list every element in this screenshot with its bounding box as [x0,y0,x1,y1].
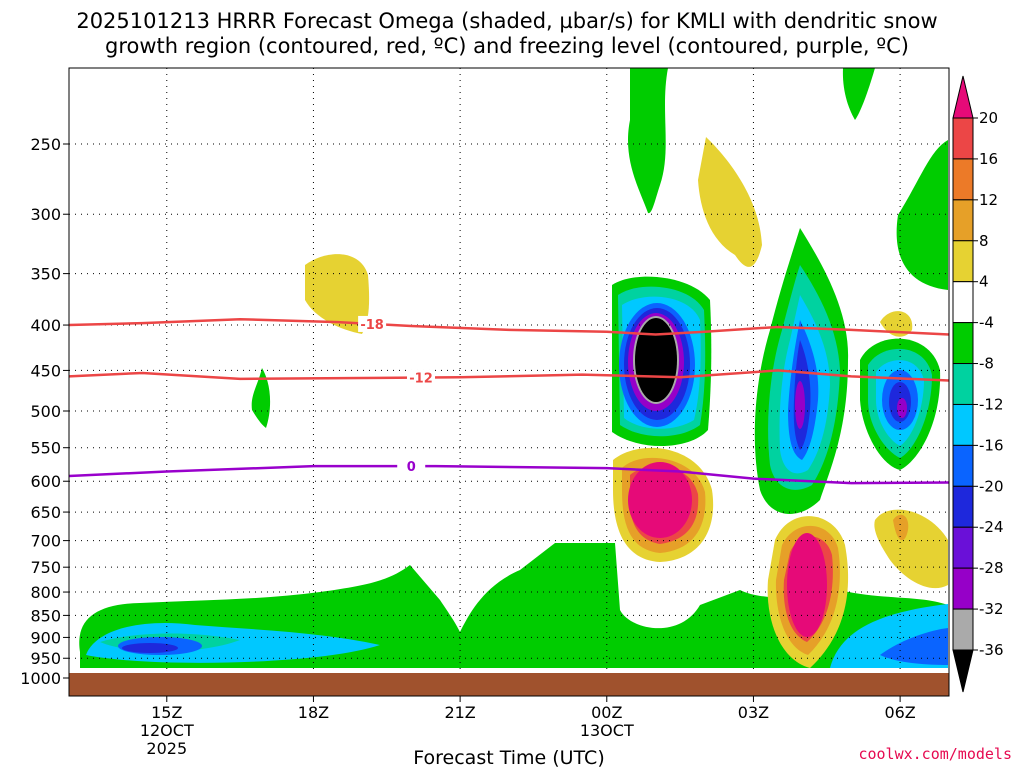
colorbar-label-5: -4 [979,314,994,332]
colorbar-label-9: -20 [979,477,1004,495]
omega-region-upper-green-right [896,140,948,290]
contour-label-dgz-18: -18 [360,318,384,333]
omega-region-yellow-4 [874,509,948,589]
omega-region-yellow-2 [698,137,762,267]
colorbar-segment-9 [952,485,974,528]
omega-region-upper-green-1 [627,68,668,214]
y-axis-pressure: 250 300 350 400 450 500 550 600 650 700 750 800 850 9… [20,135,69,688]
y-tick-label-550: 550 [30,439,61,458]
colorbar-segment-2 [952,199,974,242]
temperature-contours: -18 -12 0 [68,315,950,485]
chart-title-line-1: 2025101213 HRRR Forecast Omega (shaded, … [76,9,937,33]
colorbar-label-8: -16 [979,436,1004,454]
colorbar-label-10: -24 [979,518,1004,536]
colorbar-label-7: -12 [979,395,1004,413]
colorbar-segment-4 [952,281,974,324]
y-tick-label-450: 450 [30,361,61,380]
colorbar-segment-0 [952,117,974,160]
y-tick-label-250: 250 [30,135,61,154]
omega-colorbar: 20 16 12 8 4 -4 -8 -12 -16 -20 -24 -28 -32 -36 [952,75,1004,693]
colorbar-label-13: -36 [979,641,1004,659]
colorbar-label-6: -8 [979,355,994,373]
omega-region-descent-2-magenta [787,533,827,637]
omega-region-upper-green-small [251,368,271,428]
omega-region-yellow-3 [880,311,913,337]
y-tick-label-500: 500 [30,402,61,421]
omega-region-lowlevel-darkblue [122,643,178,653]
omega-region-core-black [635,318,677,402]
colorbar-segment-8 [952,444,974,487]
colorbar-label-1: 16 [979,150,998,168]
colorbar-segment-7 [952,403,974,446]
y-tick-label-400: 400 [30,316,61,335]
x-tick-label-15-0: 15Z [151,703,182,722]
omega-region-right-lowlevel-blue [880,628,948,665]
colorbar-label-2: 12 [979,191,998,209]
colorbar-segment-10 [952,526,974,569]
omega-region-descent-1-magenta [628,462,692,538]
contour-label-bg-dgz-12 [407,369,435,386]
colorbar-label-3: 8 [979,232,989,250]
colorbar-segment-5 [952,322,974,365]
contour-freezing-0 [68,464,950,485]
contour-label-bg-freezing-0 [397,458,426,475]
y-tick-label-950: 950 [30,649,61,668]
colorbar-segment-11 [952,567,974,610]
contour-dgz-18 [68,317,950,336]
y-tick-label-1000: 1000 [20,669,61,688]
colorbar-label-12: -32 [979,600,1004,618]
colorbar-top-arrow [952,75,974,119]
x-tick-label-27-0: 03Z [738,703,769,722]
omega-shading [79,68,948,668]
colorbar-bottom-arrow [952,649,974,693]
y-tick-label-900: 900 [30,628,61,647]
x-tick-label-15-1: 12OCT [140,721,194,740]
colorbar-segment-1 [952,158,974,201]
x-tick-label-15-2: 2025 [146,739,187,758]
colorbar-segment-3 [952,240,974,283]
colorbar-label-0: 20 [979,109,998,127]
x-tick-label-24-0: 00Z [591,703,622,722]
y-tick-label-300: 300 [30,205,61,224]
y-tick-label-750: 750 [30,558,61,577]
omega-region-plume-purple [795,381,805,429]
chart-title-line-2: growth region (contoured, red, ºC) and f… [105,34,909,58]
contour-dgz-12 [68,369,950,382]
colorbar-label-4: 4 [979,273,989,291]
colorbar-segment-12 [952,608,974,651]
y-tick-label-600: 600 [30,472,61,491]
omega-region-upper-green-2 [842,68,875,120]
colorbar-label-11: -28 [979,559,1004,577]
credit-link[interactable]: coolwx.com/models [858,745,1012,763]
plot-frame [68,67,950,697]
omega-region-yellow-4-orange [893,514,909,541]
y-tick-label-350: 350 [30,265,61,284]
x-tick-label-30-0: 06Z [884,703,915,722]
y-tick-label-850: 850 [30,606,61,625]
contour-label-bg-dgz-18 [358,315,387,332]
ground-below-surface [69,673,949,696]
colorbar-segment-6 [952,363,974,405]
y-tick-label-650: 650 [30,503,61,522]
x-tick-label-21-0: 21Z [444,703,475,722]
x-tick-label-18-0: 18Z [298,703,329,722]
omega-region-right-purple [897,398,907,418]
x-tick-label-24-1: 13OCT [580,721,634,740]
contour-label-freezing-0: 0 [407,460,416,475]
x-axis-title: Forecast Time (UTC) [413,747,604,768]
contour-label-dgz-12: -12 [409,372,433,387]
y-tick-label-700: 700 [30,532,61,551]
y-tick-label-800: 800 [30,583,61,602]
plot-area: -18 -12 0 [68,67,950,697]
